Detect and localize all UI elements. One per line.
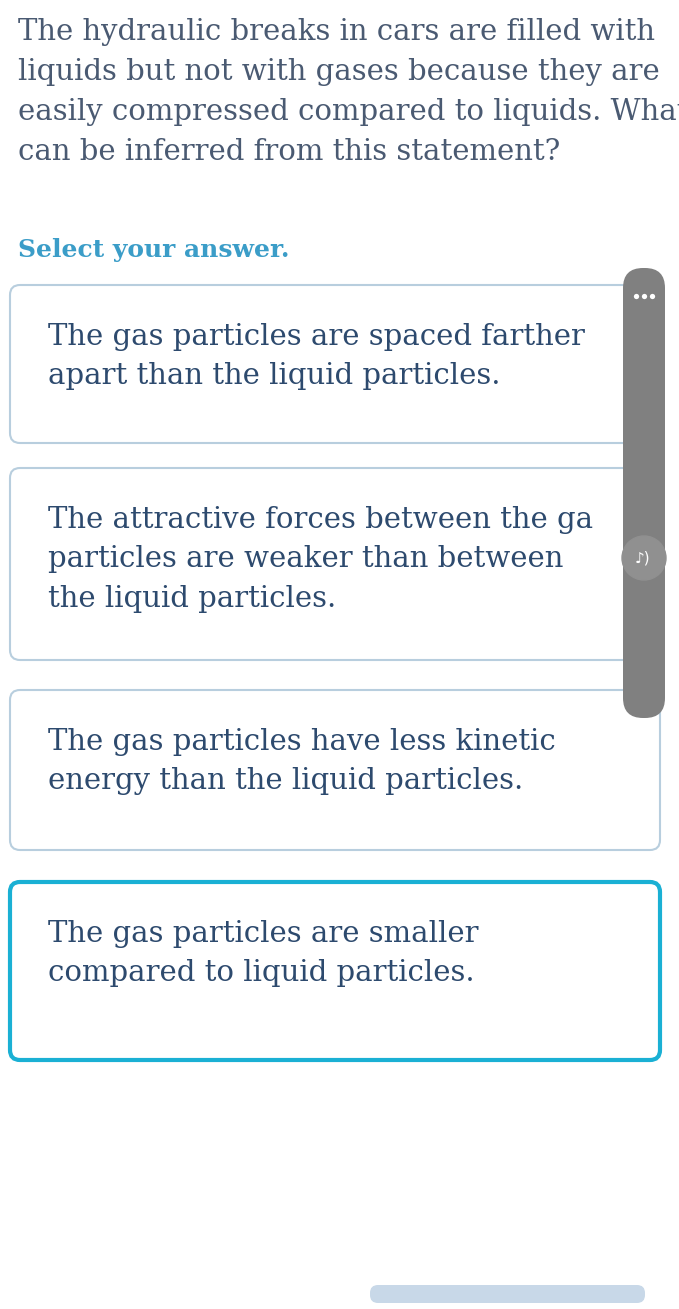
Text: The gas particles have less kinetic
energy than the liquid particles.: The gas particles have less kinetic ener… bbox=[48, 728, 555, 796]
Text: The gas particles are spaced farther
apart than the liquid particles.: The gas particles are spaced farther apa… bbox=[48, 323, 585, 390]
FancyBboxPatch shape bbox=[10, 285, 660, 442]
Text: The hydraulic breaks in cars are filled with
liquids but not with gases because : The hydraulic breaks in cars are filled … bbox=[18, 18, 679, 166]
Text: The attractive forces between the ga
particles are weaker than between
the liqui: The attractive forces between the ga par… bbox=[48, 507, 593, 613]
FancyBboxPatch shape bbox=[370, 1285, 645, 1302]
FancyBboxPatch shape bbox=[10, 882, 660, 1060]
FancyBboxPatch shape bbox=[10, 469, 660, 660]
FancyBboxPatch shape bbox=[10, 690, 660, 850]
Text: Select your answer.: Select your answer. bbox=[18, 238, 289, 262]
FancyBboxPatch shape bbox=[623, 268, 665, 719]
Text: ♪): ♪) bbox=[635, 551, 650, 565]
Text: The gas particles are smaller
compared to liquid particles.: The gas particles are smaller compared t… bbox=[48, 920, 479, 987]
Circle shape bbox=[622, 535, 666, 580]
